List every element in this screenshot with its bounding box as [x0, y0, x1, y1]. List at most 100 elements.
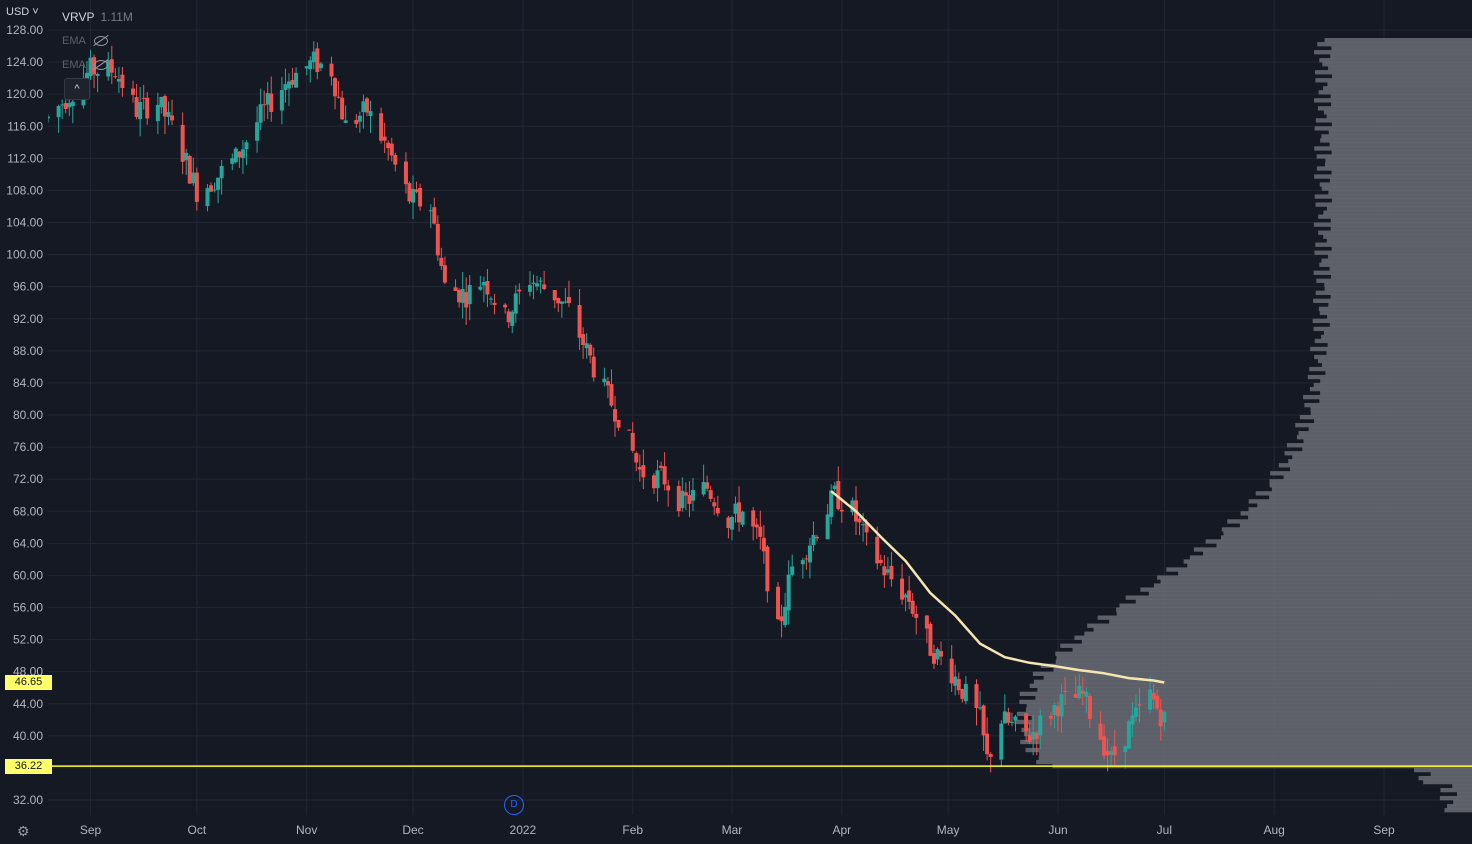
- y-tick-label: 84.00: [13, 376, 43, 390]
- eye-hidden-icon[interactable]: [93, 36, 108, 47]
- candle-body: [244, 142, 249, 150]
- volume-profile-bar: [1039, 743, 1472, 749]
- volume-profile-bar: [1323, 330, 1472, 336]
- candle-body: [783, 606, 788, 626]
- volume-profile-bar: [1329, 178, 1472, 183]
- settings-gear-icon[interactable]: ⚙: [17, 823, 30, 839]
- candle-body: [294, 72, 299, 88]
- candle-body: [1155, 695, 1160, 709]
- volume-profile-bar: [1317, 42, 1472, 47]
- volume-profile-bar: [1318, 214, 1472, 219]
- candle-body: [386, 142, 391, 149]
- candle-body: [832, 485, 837, 489]
- candle-body: [407, 183, 412, 202]
- candle-body: [683, 492, 688, 496]
- volume-profile-bar: [1025, 707, 1472, 713]
- volume-profile-bar: [1248, 507, 1472, 512]
- volume-profile-bar: [1319, 58, 1472, 63]
- volume-profile-bar: [1452, 783, 1472, 789]
- volume-profile-bar: [1309, 366, 1472, 372]
- candle-body: [864, 522, 869, 533]
- candle-body: [527, 285, 532, 292]
- volume-profile-bar: [1330, 294, 1472, 299]
- volume-profile-bar: [1331, 122, 1472, 127]
- volume-profile-bar: [1223, 531, 1472, 536]
- x-axis: Sep Oct Nov Dec 2022 Feb Mar Apr May Jun Jul Aug Sep: [0, 815, 1472, 844]
- volume-profile-bar: [1278, 463, 1472, 468]
- candle-body: [687, 495, 692, 504]
- volume-profile-bar: [1157, 575, 1472, 580]
- volume-profile-bar: [1033, 679, 1472, 684]
- candle-body: [187, 156, 192, 184]
- candle-body: [641, 465, 646, 478]
- volume-profile-bar: [1035, 695, 1472, 701]
- dividend-marker[interactable]: D: [504, 795, 524, 815]
- volume-profile-bar: [1160, 579, 1472, 584]
- volume-profile-bar: [1322, 62, 1472, 67]
- candle-body: [138, 102, 143, 120]
- candle-body: [216, 177, 221, 190]
- candle-body: [765, 546, 770, 592]
- volume-profile-bar: [1317, 358, 1472, 364]
- candle-body: [336, 96, 341, 98]
- candle-body: [889, 565, 894, 580]
- x-tick-label: Dec: [402, 823, 423, 837]
- indicator-vrvp[interactable]: VRVP 1.11M: [62, 10, 133, 24]
- currency-selector[interactable]: USD ˅: [6, 6, 39, 18]
- candle-body: [290, 79, 295, 85]
- candle-body: [1048, 715, 1053, 719]
- candle-body: [209, 185, 214, 192]
- candle-body: [1158, 709, 1163, 727]
- volume-profile-bar: [1318, 90, 1472, 95]
- candle-body: [141, 97, 146, 99]
- volume-profile-bar: [1314, 354, 1472, 360]
- y-tick-label: 76.00: [13, 440, 43, 454]
- volume-profile-bar: [1055, 651, 1472, 656]
- candle-body: [939, 651, 944, 657]
- volume-profile-bar: [1019, 691, 1472, 697]
- volume-profile-bar: [1321, 186, 1472, 191]
- volume-profile-bar: [1319, 398, 1472, 404]
- candle-body: [974, 684, 979, 708]
- volume-profile-bar: [1313, 382, 1472, 388]
- candle-body: [357, 115, 362, 122]
- candle-body: [109, 59, 114, 73]
- candle-body: [343, 120, 348, 123]
- candle-body: [676, 486, 681, 512]
- ema-label: EMA: [62, 35, 86, 47]
- volume-profile-bar: [1331, 46, 1472, 51]
- candle-body: [609, 384, 614, 406]
- candle-body: [180, 124, 185, 162]
- candle-body: [283, 84, 288, 91]
- collapse-button[interactable]: ^: [64, 78, 90, 100]
- candle-body: [800, 560, 805, 565]
- candle-body: [162, 96, 167, 117]
- candle-body: [184, 152, 189, 161]
- candle-body: [240, 149, 245, 158]
- candle-body: [1080, 690, 1085, 694]
- eye-hidden-icon[interactable]: [93, 60, 108, 71]
- candle-body: [106, 60, 111, 77]
- indicator-ema-2[interactable]: EMA: [62, 59, 108, 71]
- volume-profile-bar: [1418, 775, 1472, 781]
- candle-body: [517, 289, 522, 292]
- volume-profile-bar: [1325, 370, 1472, 376]
- candle-body: [1102, 736, 1107, 756]
- volume-profile-bar: [1316, 278, 1472, 283]
- volume-profile-bar: [1030, 723, 1472, 729]
- candle-body: [531, 282, 536, 284]
- candle-body: [754, 524, 759, 528]
- volume-profile-bar: [1313, 222, 1472, 227]
- candle-body: [960, 689, 965, 699]
- y-tick-label: 60.00: [13, 568, 43, 582]
- volume-profile-bar: [1329, 142, 1472, 147]
- indicator-ema-1[interactable]: EMA: [62, 35, 108, 47]
- volume-profile-bar: [1313, 298, 1472, 304]
- volume-profile-bar: [1327, 342, 1472, 348]
- candle-body: [364, 98, 369, 113]
- volume-profile-bar: [1321, 362, 1472, 368]
- candle-body: [662, 466, 667, 485]
- candle-body: [659, 465, 664, 468]
- candle-body: [233, 148, 238, 163]
